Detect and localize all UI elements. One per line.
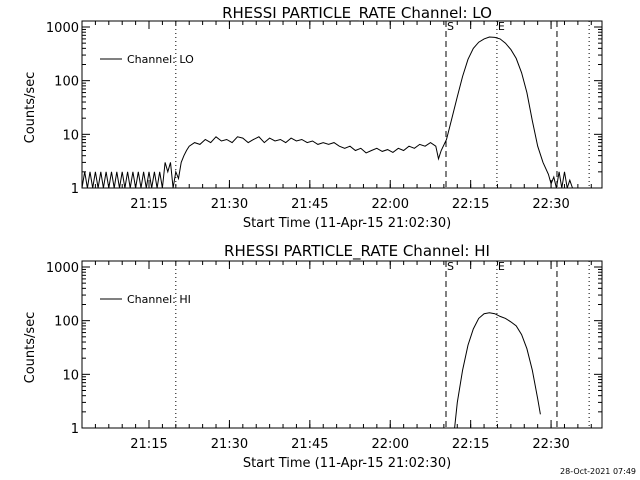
y-tick-label: 1 [71, 422, 79, 437]
plot-frame [81, 260, 603, 429]
y-tick-label: 100 [54, 315, 79, 330]
panel-hi: RHESSI PARTICLE_RATE Channel: HI Counts/s… [23, 242, 603, 471]
x-tick-label: 21:45 [291, 197, 328, 212]
x-tick-label: 22:00 [372, 437, 409, 452]
series-line [454, 312, 541, 429]
y-tick-label: 1000 [46, 21, 79, 36]
x-tick-label: 21:30 [211, 197, 248, 212]
plot-frame [81, 20, 603, 189]
x-tick-label: 22:30 [532, 197, 569, 212]
legend-label: Channel: HI [127, 293, 191, 306]
x-tick-label: 21:15 [130, 437, 167, 452]
event-marker-label: S [447, 20, 454, 33]
x-tick-label: 21:45 [291, 437, 328, 452]
y-tick-label: 1 [71, 182, 79, 197]
series-line [81, 36, 573, 189]
event-marker-label: E [498, 20, 505, 33]
y-axis-label: Counts/sec [23, 312, 38, 384]
footer-timestamp: 28-Oct-2021 07:49 [560, 467, 636, 476]
x-tick-label: 22:15 [452, 197, 489, 212]
x-tick-label: 22:00 [372, 197, 409, 212]
panel-lo: RHESSI PARTICLE_RATE Channel: LO Counts/s… [23, 4, 603, 231]
y-tick-label: 1000 [46, 261, 79, 276]
x-tick-label: 22:30 [532, 437, 569, 452]
x-tick-label: 21:15 [130, 197, 167, 212]
y-tick-label: 10 [62, 128, 79, 143]
x-tick-label: 22:15 [452, 437, 489, 452]
x-tick-label: 21:30 [211, 437, 248, 452]
y-tick-label: 10 [62, 368, 79, 383]
x-axis-label: Start Time (11-Apr-15 21:02:30) [243, 456, 451, 471]
chart-title: RHESSI PARTICLE_RATE Channel: HI [224, 242, 490, 261]
event-marker-label: E [498, 260, 505, 273]
y-tick-label: 100 [54, 75, 79, 90]
y-axis-label: Counts/sec [23, 72, 38, 144]
chart-title: RHESSI PARTICLE_RATE Channel: LO [222, 4, 492, 23]
legend-label: Channel: LO [127, 53, 194, 66]
event-marker-label: S [447, 260, 454, 273]
x-axis-label: Start Time (11-Apr-15 21:02:30) [243, 216, 451, 231]
